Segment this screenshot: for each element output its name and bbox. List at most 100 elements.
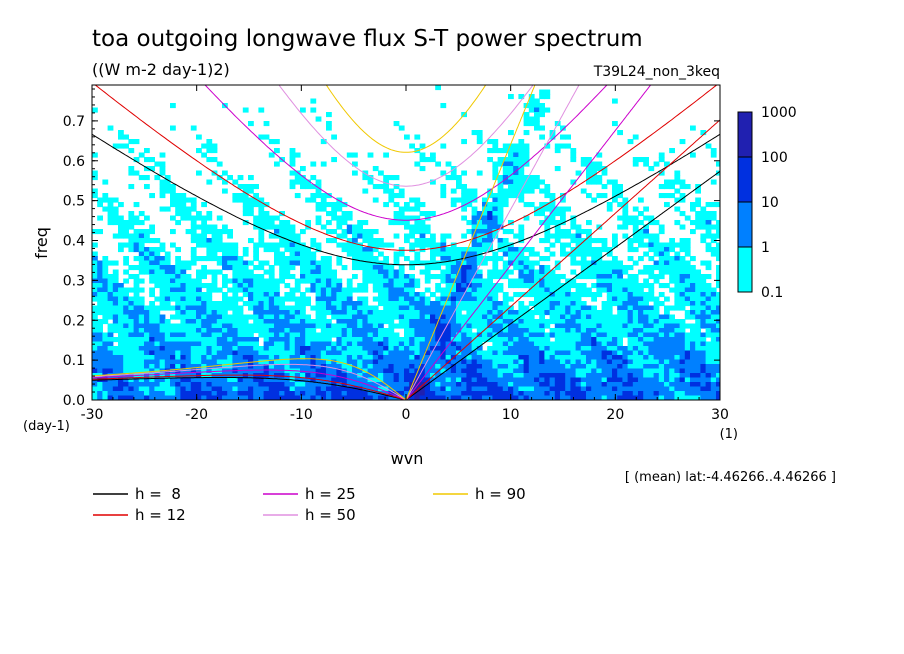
spectrum-cell	[596, 382, 603, 388]
spectrum-cell	[430, 211, 436, 217]
spectrum-cell	[331, 341, 337, 347]
spectrum-cell	[502, 161, 509, 167]
spectrum-cell	[341, 377, 348, 383]
spectrum-cell	[612, 193, 618, 199]
spectrum-cell	[268, 395, 275, 400]
spectrum-cell	[170, 328, 176, 334]
spectrum-cell	[310, 161, 317, 167]
x-tick-label: 0	[402, 407, 411, 423]
spectrum-cell	[502, 373, 509, 379]
spectrum-cell	[206, 332, 213, 338]
spectrum-cell	[580, 350, 587, 356]
spectrum-cell	[404, 215, 410, 221]
spectrum-cell	[695, 328, 701, 334]
spectrum-cell	[450, 242, 457, 248]
spectrum-cell	[502, 377, 509, 383]
spectrum-cell	[362, 377, 369, 383]
spectrum-cell	[679, 224, 686, 230]
spectrum-cell	[554, 260, 561, 266]
spectrum-cell	[674, 332, 681, 338]
spectrum-cell	[622, 314, 629, 320]
spectrum-cell	[367, 314, 374, 320]
spectrum-cell	[222, 337, 228, 343]
spectrum-cell	[268, 247, 275, 253]
spectrum-cell	[513, 368, 519, 374]
spectrum-cell	[419, 314, 426, 320]
spectrum-cell	[648, 310, 655, 316]
spectrum-cell	[92, 170, 98, 176]
spectrum-cell	[326, 350, 332, 356]
spectrum-cell	[575, 274, 582, 280]
spectrum-cell	[653, 382, 660, 388]
spectrum-cell	[216, 287, 223, 293]
spectrum-cell	[476, 323, 483, 329]
spectrum-cell	[643, 224, 649, 230]
spectrum-cell	[471, 251, 478, 257]
spectrum-cell	[222, 283, 228, 289]
spectrum-cell	[435, 274, 441, 280]
spectrum-cell	[658, 193, 665, 199]
spectrum-cell	[170, 373, 176, 379]
spectrum-cell	[102, 314, 109, 320]
spectrum-cell	[690, 368, 696, 374]
spectrum-cell	[372, 332, 379, 338]
spectrum-cell	[310, 274, 317, 280]
spectrum-cell	[565, 292, 571, 298]
spectrum-cell	[528, 310, 535, 316]
spectrum-cell	[258, 301, 265, 307]
spectrum-cell	[315, 206, 322, 212]
spectrum-cell	[201, 301, 207, 307]
spectrum-cell	[539, 134, 545, 140]
spectrum-cell	[383, 332, 389, 338]
spectrum-cell	[211, 278, 218, 284]
spectrum-cell	[674, 242, 681, 248]
spectrum-cell	[601, 278, 608, 284]
spectrum-cell	[118, 310, 124, 316]
spectrum-cell	[539, 382, 545, 388]
spectrum-cell	[341, 341, 348, 347]
spectrum-cell	[352, 337, 358, 343]
spectrum-cell	[632, 364, 639, 370]
spectrum-cell	[419, 368, 426, 374]
spectrum-cell	[128, 341, 135, 347]
spectrum-cell	[565, 134, 571, 140]
spectrum-cell	[560, 364, 566, 370]
spectrum-cell	[476, 278, 483, 284]
spectrum-cell	[508, 328, 514, 334]
spectrum-cell	[123, 278, 129, 284]
spectrum-cell	[393, 346, 400, 352]
spectrum-cell	[336, 382, 343, 388]
spectrum-cell	[461, 296, 467, 302]
spectrum-cell	[419, 386, 426, 392]
spectrum-cell	[700, 224, 707, 230]
spectrum-cell	[617, 265, 623, 271]
spectrum-cell	[300, 355, 306, 361]
spectrum-cell	[326, 296, 332, 302]
spectrum-cell	[222, 296, 228, 302]
spectrum-cell	[450, 166, 457, 172]
spectrum-cell	[674, 386, 681, 392]
spectrum-cell	[560, 301, 566, 307]
spectrum-cell	[237, 184, 244, 190]
spectrum-cell	[669, 278, 675, 284]
spectrum-cell	[372, 229, 379, 235]
spectrum-cell	[690, 332, 696, 338]
spectrum-cell	[466, 251, 473, 257]
spectrum-cell	[372, 364, 379, 370]
spectrum-cell	[560, 242, 566, 248]
spectrum-cell	[508, 170, 514, 176]
spectrum-cell	[227, 391, 233, 397]
spectrum-cell	[201, 386, 207, 392]
spectrum-cell	[154, 175, 161, 181]
spectrum-cell	[596, 359, 603, 365]
spectrum-cell	[445, 350, 452, 356]
spectrum-cell	[617, 377, 623, 383]
spectrum-cell	[450, 395, 457, 400]
spectrum-cell	[107, 287, 114, 293]
spectrum-cell	[570, 373, 577, 379]
spectrum-cell	[258, 332, 265, 338]
spectrum-cell	[274, 368, 280, 374]
spectrum-cell	[274, 251, 280, 257]
spectrum-cell	[424, 242, 431, 248]
spectrum-cell	[211, 386, 218, 392]
